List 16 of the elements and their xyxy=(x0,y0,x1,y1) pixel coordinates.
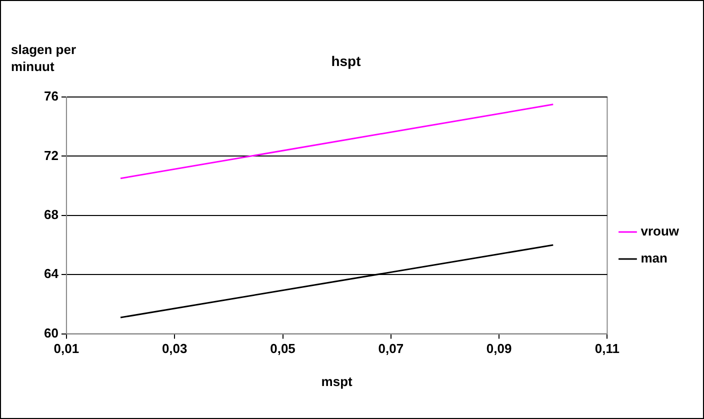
y-tick-label: 60 xyxy=(44,325,58,340)
x-tick-label: 0,07 xyxy=(378,341,404,356)
y-tick-label: 64 xyxy=(44,266,60,282)
y-tick-label: 76 xyxy=(44,88,58,104)
x-tick-label: 0,01 xyxy=(54,341,80,356)
legend-label: vrouw xyxy=(640,224,680,239)
x-tick-label: 0,09 xyxy=(486,341,512,356)
x-axis-title: mspt xyxy=(321,374,354,389)
legend-label: man xyxy=(640,250,668,266)
x-tick-label: 0,05 xyxy=(270,341,296,356)
x-tick-label: 0,11 xyxy=(594,341,620,356)
chart-title: hspt xyxy=(330,53,362,69)
y-tick-label: 72 xyxy=(44,148,58,163)
y-tick-label: 68 xyxy=(44,206,58,222)
y-axis-title: slagen per minuut xyxy=(11,41,78,75)
x-tick-label: 0,03 xyxy=(162,341,188,356)
